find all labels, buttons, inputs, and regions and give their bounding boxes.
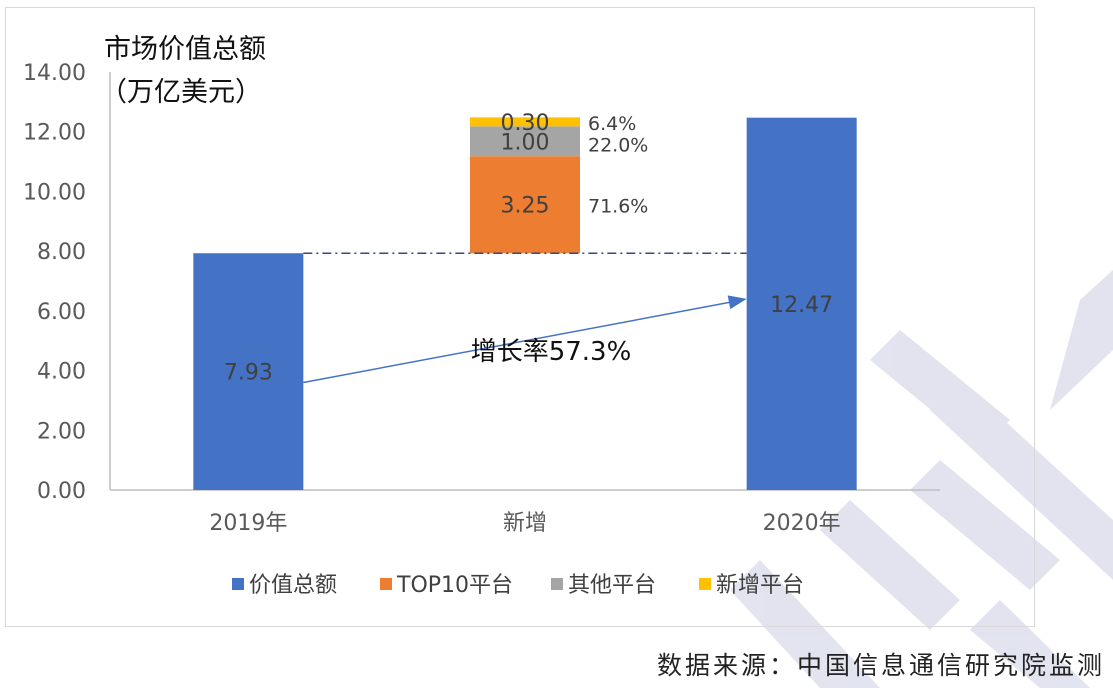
legend-swatch (380, 578, 392, 590)
y-tick-label: 14.00 (23, 61, 86, 86)
bar-total (746, 117, 857, 490)
bar-segment-1 (470, 156, 580, 254)
y-tick-label: 8.00 (37, 240, 86, 265)
share-label: 6.4% (588, 113, 636, 135)
growth-arrow (303, 295, 747, 384)
bar-total (193, 253, 304, 490)
y-tick-label: 6.00 (37, 300, 86, 325)
data-label: 3.25 (501, 194, 550, 219)
bar-segment-3 (470, 117, 580, 127)
data-label: 7.93 (224, 361, 273, 386)
data-label: 0.30 (501, 111, 550, 136)
x-tick-label: 2020年 (763, 511, 841, 536)
legend-label: 新增平台 (716, 573, 804, 598)
share-label: 22.0% (588, 134, 648, 156)
y-tick-label: 10.00 (23, 180, 86, 205)
bar-segment-2 (470, 126, 580, 157)
y-axis-title-2: （万亿美元） (100, 77, 262, 108)
legend-label: TOP10平台 (396, 573, 513, 598)
legend-swatch (699, 578, 711, 590)
data-label: 1.00 (501, 130, 550, 155)
y-tick-label: 4.00 (37, 360, 86, 385)
legend-label: 价值总额 (249, 573, 337, 598)
legend-label: 其他平台 (568, 573, 656, 598)
data-source: 数据来源：中国信息通信研究院监测 (656, 651, 1105, 680)
y-tick-label: 2.00 (37, 419, 86, 444)
x-tick-label: 新增 (503, 511, 547, 536)
y-tick-label: 0.00 (37, 479, 86, 504)
x-tick-label: 2019年 (209, 511, 287, 536)
legend-swatch (551, 578, 563, 590)
y-axis-title-1: 市场价值总额 (104, 34, 266, 65)
chart-frame (5, 7, 1035, 627)
y-tick-label: 12.00 (23, 121, 86, 146)
data-label: 12.47 (770, 293, 833, 318)
legend-swatch (232, 578, 244, 590)
growth-annotation: 增长率57.3% (471, 337, 632, 367)
share-label: 71.6% (588, 196, 648, 218)
